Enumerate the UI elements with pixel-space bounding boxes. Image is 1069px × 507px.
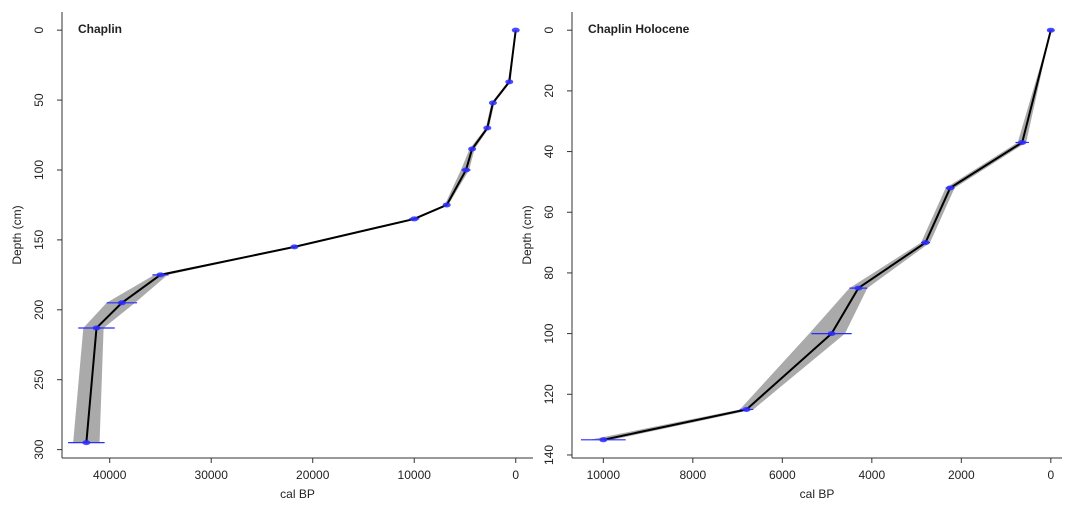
x-tick-label: 4000 — [858, 468, 885, 482]
y-tick-label: 140 — [542, 445, 556, 465]
y-tick-label: 0 — [32, 27, 46, 34]
date-marker — [505, 79, 514, 85]
y-tick-label: 100 — [32, 160, 46, 180]
y-tick-label: 20 — [542, 84, 556, 98]
x-tick-label: 0 — [512, 468, 519, 482]
x-tick-label: 10000 — [587, 468, 621, 482]
x-axis-label: cal BP — [800, 487, 835, 501]
x-tick-label: 30000 — [195, 468, 229, 482]
age-model-line — [85, 30, 517, 443]
y-tick-label: 80 — [542, 266, 556, 280]
y-axis-label: Depth (cm) — [520, 205, 534, 264]
x-tick-label: 0 — [1047, 468, 1054, 482]
x-tick-label: 6000 — [769, 468, 796, 482]
y-tick-label: 150 — [32, 230, 46, 250]
x-tick-label: 2000 — [948, 468, 975, 482]
date-marker — [117, 300, 126, 306]
date-marker — [290, 244, 299, 250]
y-tick-label: 300 — [32, 439, 46, 459]
date-marker — [1046, 27, 1055, 33]
y-axis-label: Depth (cm) — [10, 205, 24, 264]
date-marker — [488, 100, 497, 106]
date-marker — [92, 325, 101, 331]
y-tick-label: 250 — [32, 369, 46, 389]
date-marker — [599, 437, 608, 443]
uncertainty-band — [73, 30, 516, 443]
chart-title: Chaplin — [78, 22, 122, 36]
y-tick-label: 60 — [542, 205, 556, 219]
x-axis-label: cal BP — [280, 487, 315, 501]
date-marker — [468, 146, 477, 152]
date-marker — [827, 331, 836, 337]
date-marker — [511, 27, 520, 33]
age-model-line — [603, 29, 1052, 441]
date-marker — [946, 185, 955, 191]
y-tick-label: 120 — [542, 384, 556, 404]
y-tick-label: 200 — [32, 299, 46, 319]
date-marker — [483, 125, 492, 131]
y-tick-label: 100 — [542, 323, 556, 343]
y-tick-label: 40 — [542, 145, 556, 159]
date-marker — [410, 216, 419, 222]
x-tick-label: 10000 — [398, 468, 432, 482]
date-marker — [462, 167, 471, 173]
x-tick-label: 40000 — [93, 468, 127, 482]
uncertainty-band — [589, 30, 1051, 440]
date-marker — [921, 240, 930, 246]
date-marker — [1018, 139, 1027, 145]
date-marker — [442, 202, 451, 208]
x-tick-label: 20000 — [296, 468, 330, 482]
y-tick-label: 0 — [542, 27, 556, 34]
chart-title: Chaplin Holocene — [588, 22, 690, 36]
date-marker — [854, 285, 863, 291]
date-marker — [82, 440, 91, 446]
x-tick-label: 8000 — [679, 468, 706, 482]
y-tick-label: 50 — [32, 93, 46, 107]
date-marker — [156, 272, 165, 278]
date-marker — [742, 406, 751, 412]
